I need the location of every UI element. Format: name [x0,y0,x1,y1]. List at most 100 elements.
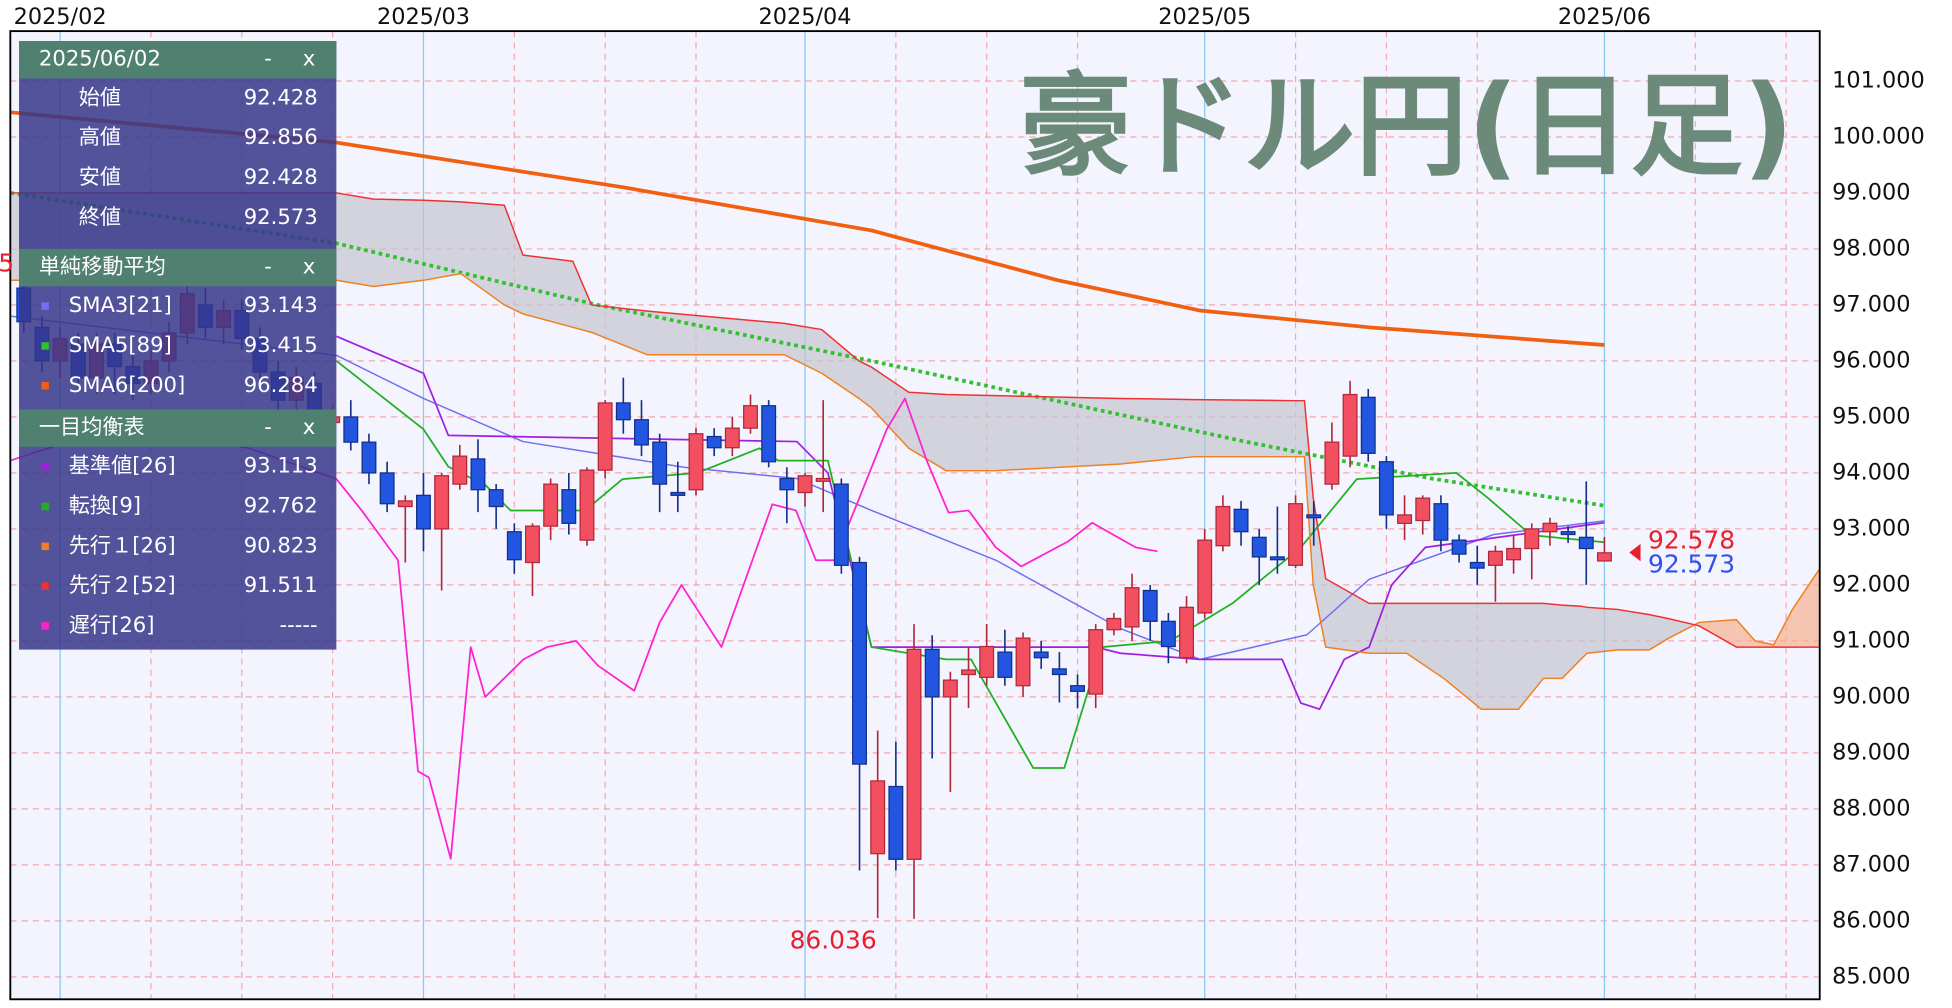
candle-body [997,651,1013,678]
candle-body [1506,547,1522,561]
legend-swatch [41,462,49,471]
x-tick-label: 2025/06 [1558,4,1651,30]
y-tick-label: 86.000 [1832,907,1910,933]
candle-body [361,441,377,474]
legend-value: 93.143 [244,292,318,317]
candle-body [1015,637,1031,687]
candle-body [1106,617,1122,631]
candle-body [506,531,522,561]
cloud [1294,400,1305,457]
y-tick-label: 92.000 [1832,571,1910,597]
candle-body [1469,561,1485,569]
legend-swatch [41,542,49,551]
candle-body [961,669,976,676]
line-series [335,360,1605,769]
panel-header [19,248,337,287]
cloud [523,255,573,328]
cloud [1580,606,1587,660]
candle-body [452,455,468,485]
candle-body [815,477,831,482]
candle-body [1578,536,1594,550]
cloud [1736,619,1756,648]
candle-body [1124,587,1140,628]
legend-value: 93.415 [244,332,318,357]
candle-body [579,469,595,541]
panel-minimize[interactable]: - [264,46,272,71]
cloud [1586,607,1619,654]
cloud [1406,603,1444,679]
candle-body [1542,522,1558,533]
cloud [460,201,505,305]
y-tick-label: 88.000 [1832,795,1910,821]
ohlc-label: 始値 [79,84,121,109]
x-tick-label: 2025/04 [758,4,851,30]
candle-body [561,489,577,524]
line-series [10,397,1158,860]
y-tick-label: 89.000 [1832,739,1910,765]
line-series [10,192,1820,648]
cloud [946,394,996,471]
low-label: 86.036 [790,925,877,954]
y-tick-label: 91.000 [1832,627,1910,653]
panel-header [19,409,337,447]
ohlc-value: 92.573 [244,204,318,229]
candle-body [1088,629,1104,695]
legend-value: 96.284 [244,372,318,397]
candle-body [761,405,777,463]
y-tick-label: 98.000 [1832,235,1910,261]
candle-body [833,483,849,566]
cloud [1792,568,1820,648]
cloud [1667,618,1700,639]
legend-label: SMA6[200] [69,372,185,397]
candle-body [525,525,540,564]
cloud [821,329,859,399]
legend-value: 93.113 [244,453,318,478]
cloud [373,199,424,287]
legend-label: SMA5[89] [69,332,172,357]
legend-label: 先行１[26] [69,532,176,557]
y-tick-label: 97.000 [1832,291,1910,317]
panel-close[interactable]: x [303,254,316,279]
candle-body [942,679,958,698]
cloud [423,200,461,281]
price-pointer [1629,543,1641,562]
axes: 85.000 86.000 87.000 88.000 89.000 90.000 91.0… [0,4,1925,989]
panel-close[interactable]: x [303,414,316,439]
candle-body [416,494,431,530]
y-tick-label: 85.000 [1832,963,1910,989]
panel-close[interactable]: x [303,46,316,71]
candle-body [1433,503,1449,541]
candle-body [1051,668,1067,676]
candle-body [906,648,922,860]
ohlc-label: 高値 [79,124,121,149]
candle-body [688,433,704,491]
candle-body [979,645,995,678]
x-tick-label: 2025/03 [377,4,470,30]
y-tick-label: 100.000 [1832,123,1925,149]
legend-label: 基準値[26] [69,453,176,478]
cloud [1313,497,1326,648]
panel-header-title: 単純移動平均 [39,254,166,279]
candle-body [870,780,886,855]
candle-body [924,648,940,698]
candle-body [343,416,359,443]
candle-body [1324,441,1340,485]
candle-body [1451,539,1467,555]
y-tick-label: 101.000 [1832,67,1925,93]
legend-label: 転換[9] [69,492,141,517]
ohlc-value: 92.856 [244,124,318,149]
panel-minimize[interactable]: - [264,254,272,279]
cloud [1699,619,1737,648]
line-series [10,272,1820,710]
legend-swatch [41,582,49,590]
candle-body [888,785,904,860]
candle-body [670,491,686,496]
candle-body [1524,528,1540,550]
legend-swatch [41,622,49,630]
y-tick-label: 94.000 [1832,459,1910,485]
legend-swatch [41,502,49,511]
legend-swatch [41,342,49,350]
panel-minimize[interactable]: - [264,414,272,439]
candle-body [779,477,795,491]
candle-body [743,405,758,429]
